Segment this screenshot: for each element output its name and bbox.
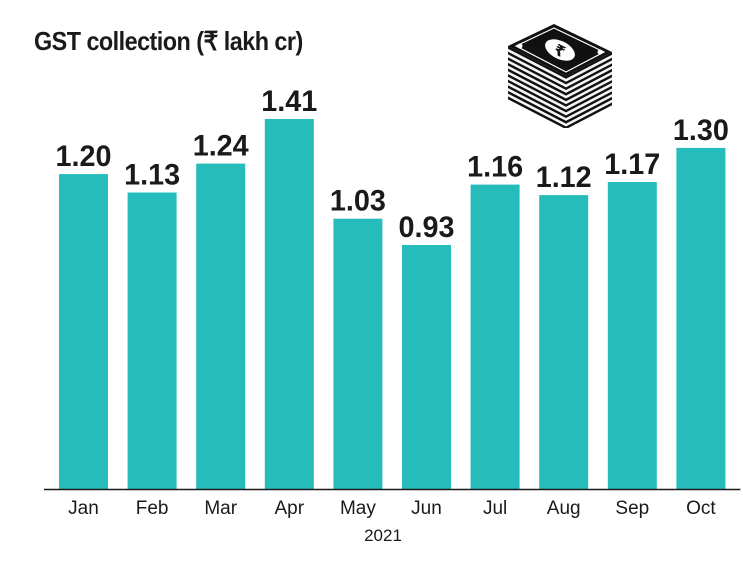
x-axis-label: 2021	[364, 526, 402, 545]
x-tick-label-aug: Aug	[547, 498, 581, 519]
x-tick-label-feb: Feb	[136, 498, 169, 519]
x-tick-label-sep: Sep	[615, 498, 649, 519]
chart-title: GST collection (₹ lakh cr)	[34, 26, 303, 56]
bars-layer	[59, 119, 726, 489]
bar-may	[333, 218, 383, 489]
x-tick-label-jun: Jun	[411, 498, 442, 519]
data-label-oct: 1.30	[673, 114, 729, 147]
data-label-mar: 1.24	[193, 130, 249, 163]
rupee-banknote-stack-icon: ₹	[508, 24, 612, 128]
bar-apr	[264, 119, 314, 489]
x-tick-label-oct: Oct	[686, 498, 716, 519]
x-tick-label-jul: Jul	[483, 498, 507, 519]
bar-jul	[470, 184, 520, 489]
bar-sep	[607, 182, 657, 489]
x-tick-label-apr: Apr	[275, 498, 305, 519]
data-label-jun: 0.93	[399, 211, 455, 244]
x-tick-label-mar: Mar	[204, 498, 237, 519]
data-label-jan: 1.20	[56, 140, 112, 173]
bar-oct	[676, 147, 726, 489]
x-tick-label-may: May	[340, 498, 376, 519]
bar-jun	[402, 245, 451, 489]
data-label-aug: 1.12	[536, 161, 592, 194]
bar-mar	[196, 163, 246, 489]
data-label-feb: 1.13	[124, 159, 180, 192]
bar-feb	[127, 192, 177, 489]
data-label-jul: 1.16	[467, 151, 523, 184]
data-label-apr: 1.41	[261, 85, 317, 118]
x-tick-label-jan: Jan	[68, 498, 99, 519]
labels-layer: 1.20 Jan 1.13 Feb 1.24 Mar 1.41 Apr 1.03 May 0.93 J…	[56, 85, 729, 519]
data-label-may: 1.03	[330, 185, 386, 218]
bar-aug	[539, 195, 589, 489]
bar-jan	[59, 174, 108, 489]
data-label-sep: 1.17	[604, 148, 660, 181]
